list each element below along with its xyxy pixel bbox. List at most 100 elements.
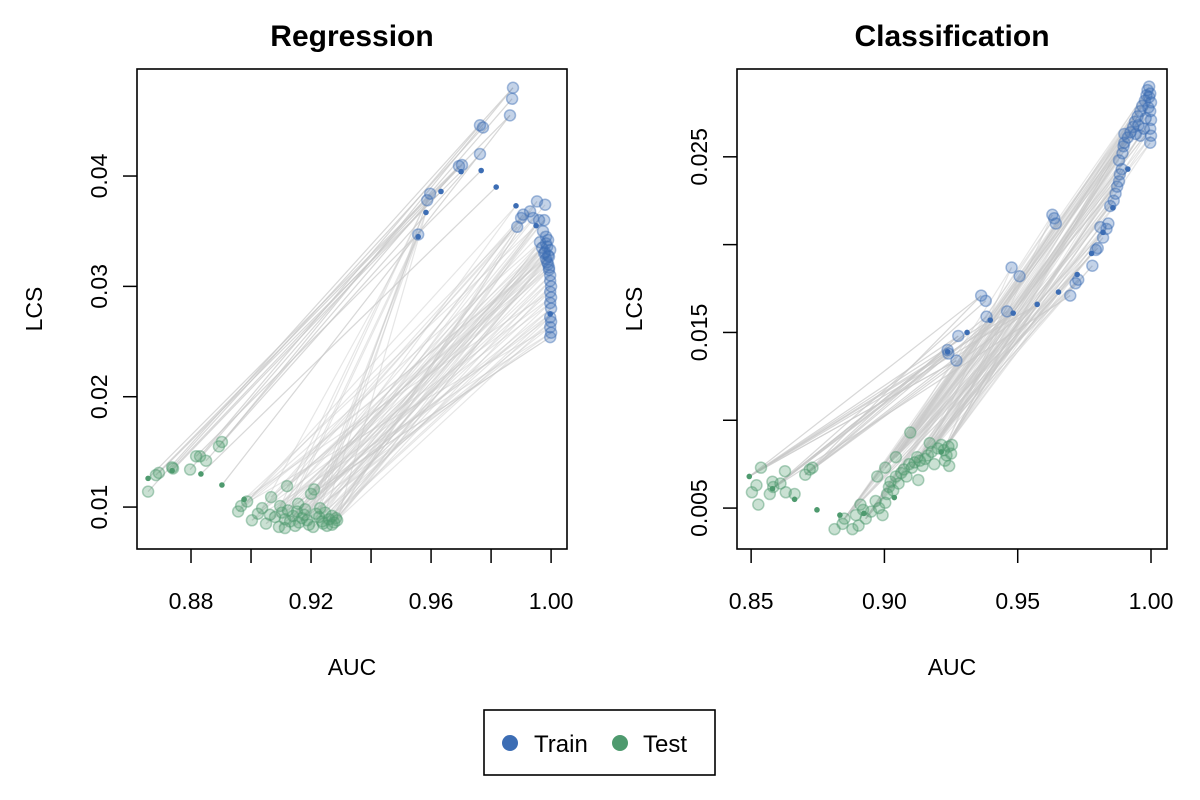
classification-test-point [880, 487, 894, 501]
classification-connector-line [772, 310, 1008, 490]
regression-connector-line [240, 241, 541, 507]
classification-connector-line [804, 312, 1014, 476]
regression-connector-line [257, 226, 518, 515]
regression-connector-line [251, 332, 552, 521]
classification-connector-line [865, 121, 1136, 519]
regression-connector-line [147, 87, 514, 493]
classification-title: Classification [854, 20, 1049, 53]
regression-test-point-mean [219, 482, 225, 488]
regression-connector-line [315, 251, 546, 515]
regression-test-point [304, 487, 318, 501]
regression-connector-line [336, 258, 547, 521]
regression-connector-line [269, 302, 551, 516]
classification-connector-line [911, 145, 1125, 469]
regression-train-point [423, 187, 437, 200]
regression-connector-line [313, 267, 550, 490]
regression-train-point-mean [547, 311, 553, 317]
regression-train-point-mean [533, 222, 539, 229]
classification-train-point [1140, 89, 1153, 102]
regression-connector-line [251, 242, 547, 521]
classification-connector-line [843, 249, 1097, 520]
classification-connector-line [884, 126, 1134, 469]
classification-connector-line [748, 303, 1038, 477]
regression-connector-line [321, 252, 545, 522]
regression-test-point [297, 508, 311, 522]
classification-x-tick-label: 1.00 [1129, 588, 1174, 614]
classification-connector-line [943, 95, 1147, 451]
legend-test-marker [612, 735, 628, 751]
classification-connector-line [943, 174, 1121, 451]
classification-connector-line [884, 89, 1149, 469]
regression-train-point [544, 291, 558, 304]
regression-connector-line [200, 186, 497, 475]
classification-train-point [1046, 208, 1059, 222]
classification-connector-line [772, 310, 1008, 490]
regression-connector-line [297, 258, 547, 505]
regression-y-tick-label: 0.03 [86, 264, 112, 309]
regression-train-point [537, 213, 551, 227]
regression-connector-line [319, 269, 550, 509]
classification-train-point [1069, 277, 1082, 290]
legend-train-marker [502, 735, 518, 751]
regression-connector-line [324, 274, 551, 513]
regression-test-point [189, 450, 203, 463]
classification-connector-line [911, 249, 1097, 469]
regression-panel: Regression 0.88 0.92 0.96 1.00 0.01 0.02 0.03… [21, 20, 573, 680]
regression-y-axis-label: LCS [21, 287, 47, 332]
classification-connector-line [884, 231, 1104, 469]
regression-connector-line [284, 313, 551, 520]
legend-test-label: Test [643, 731, 687, 758]
regression-connector-line [278, 307, 552, 528]
classification-train-point [1126, 120, 1140, 134]
regression-connector-line [322, 239, 549, 524]
classification-test-point [872, 501, 886, 515]
regression-test-point [245, 514, 259, 527]
classification-test-point [912, 473, 925, 487]
classification-connector-line [772, 295, 1071, 490]
regression-test-point [306, 520, 320, 534]
classification-test-point [798, 468, 812, 481]
classification-connector-line [772, 349, 948, 490]
regression-train-point [533, 235, 547, 249]
regression-connector-line [172, 164, 463, 469]
classification-connector-line [843, 181, 1120, 519]
regression-connector-line [281, 200, 428, 513]
classification-connector-line [772, 349, 948, 490]
classification-connector-line [927, 228, 1107, 456]
classification-connector-line [943, 168, 1123, 451]
classification-connector-line [895, 217, 1055, 458]
regression-connector-line [243, 291, 551, 500]
regression-connector-line [240, 326, 551, 507]
regression-connector-line [221, 165, 460, 443]
classification-test-point [938, 454, 952, 467]
classification-connector-line [884, 207, 1114, 469]
regression-train-point [542, 263, 556, 277]
classification-connector-line [865, 86, 1150, 519]
classification-connector-line [927, 267, 1013, 456]
classification-train-point [1117, 140, 1130, 153]
classification-connector-line [804, 335, 959, 476]
regression-connector-line [289, 219, 545, 522]
classification-connector-line [911, 152, 1123, 469]
classification-test-point [852, 519, 865, 532]
regression-x-tick-label: 0.88 [169, 588, 214, 614]
classification-train-point-mean [1055, 289, 1062, 295]
legend: Train Test [483, 709, 716, 776]
regression-connectors [147, 87, 552, 529]
regression-test-point [152, 466, 166, 480]
classification-y-axis-label: LCS [621, 287, 647, 332]
regression-connector-line [304, 332, 552, 510]
regression-train-point [537, 247, 551, 260]
classification-connector-line [895, 275, 1021, 458]
regression-test-point [278, 512, 292, 526]
regression-connector-line [328, 316, 551, 520]
regression-connector-line [287, 316, 551, 511]
classification-train-point [1142, 80, 1156, 93]
regression-connector-line [221, 114, 511, 486]
classification-connector-line [804, 312, 1014, 476]
classification-connector-line [772, 300, 987, 490]
classification-test-point [942, 440, 955, 453]
regression-test-point [292, 516, 306, 529]
regression-connector-line [306, 296, 552, 521]
classification-train-point [1128, 115, 1142, 128]
